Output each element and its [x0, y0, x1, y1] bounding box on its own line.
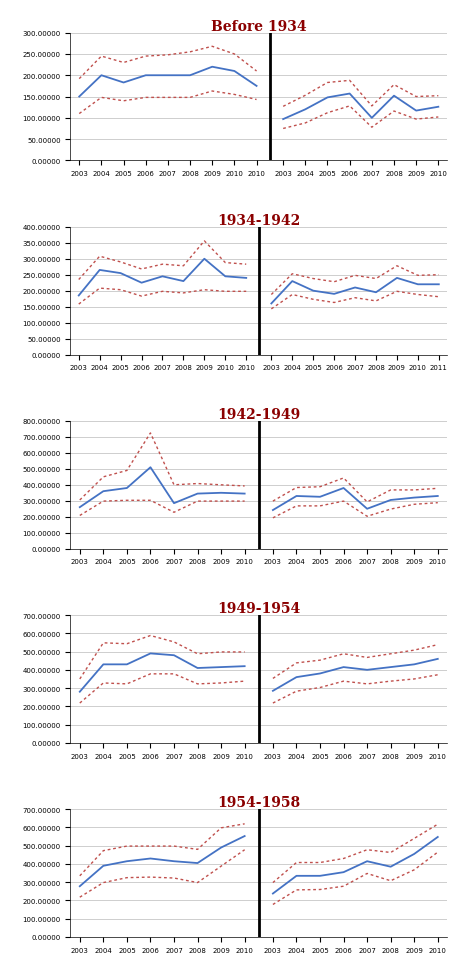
Title: 1954-1958: 1954-1958 [217, 796, 301, 809]
Title: 1934-1942: 1934-1942 [217, 213, 301, 228]
Title: Before 1934: Before 1934 [211, 19, 306, 34]
Title: 1949-1954: 1949-1954 [217, 602, 301, 615]
Title: 1942-1949: 1942-1949 [217, 407, 301, 422]
